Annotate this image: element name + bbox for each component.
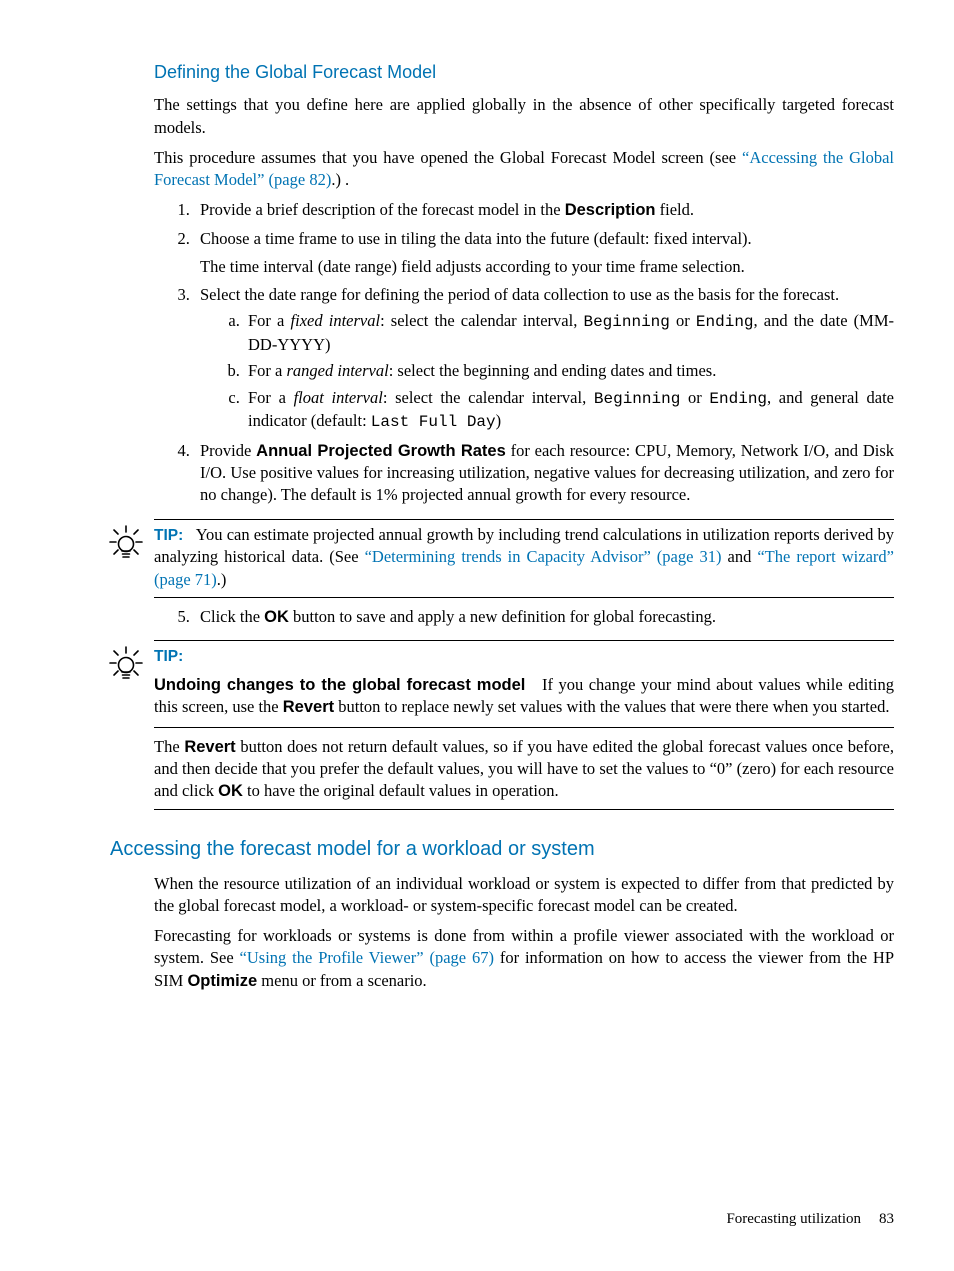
procedure-list: Provide a brief description of the forec…	[154, 199, 894, 506]
ui-button-revert: Revert	[184, 738, 235, 756]
step-3: Select the date range for defining the p…	[194, 284, 894, 434]
code-last-full-day: Last Full Day	[371, 413, 496, 431]
ui-menu-optimize: Optimize	[187, 972, 257, 990]
text: Click the	[200, 607, 264, 626]
step-3a: For a fixed interval: select the calenda…	[244, 310, 894, 356]
ui-button-revert: Revert	[283, 698, 334, 716]
ui-field-description: Description	[565, 201, 656, 219]
code-ending: Ending	[696, 313, 754, 331]
text: to have the original default values in o…	[243, 781, 559, 800]
heading-accessing-forecast-model: Accessing the forecast model for a workl…	[110, 836, 894, 863]
term-float-interval: float interval	[294, 388, 383, 407]
text: button to replace newly set values with …	[334, 697, 889, 716]
page-number: 83	[879, 1211, 894, 1227]
code-beginning: Beginning	[583, 313, 669, 331]
text: or	[680, 388, 709, 407]
tip-label: TIP:	[154, 527, 183, 544]
tip-block-2: TIP: Undoing changes to the global forec…	[154, 640, 894, 809]
text: .)	[217, 570, 227, 589]
step-2-note: The time interval (date range) field adj…	[200, 256, 894, 278]
body-paragraph: When the resource utilization of an indi…	[154, 873, 894, 918]
text: Provide	[200, 441, 256, 460]
tip-block-1: TIP: You can estimate projected annual g…	[154, 519, 894, 598]
ui-button-ok: OK	[218, 782, 243, 800]
text: Provide a brief description of the forec…	[200, 200, 565, 219]
text: or	[670, 311, 696, 330]
text: For a	[248, 361, 287, 380]
lightbulb-icon	[106, 522, 146, 562]
lightbulb-icon	[106, 643, 146, 683]
step-3c: For a float interval: select the calenda…	[244, 387, 894, 434]
text: The	[154, 737, 184, 756]
text: )	[496, 411, 502, 430]
code-ending: Ending	[709, 390, 767, 408]
text: : select the beginning and ending dates …	[389, 361, 717, 380]
text: and	[721, 547, 757, 566]
term-fixed-interval: fixed interval	[291, 311, 381, 330]
text: field.	[656, 200, 695, 219]
text: For a	[248, 388, 294, 407]
step-3b: For a ranged interval: select the beginn…	[244, 360, 894, 382]
ui-button-ok: OK	[264, 608, 289, 626]
intro-paragraph: The settings that you define here are ap…	[154, 94, 894, 139]
link-determining-trends[interactable]: “Determining trends in Capacity Advisor”…	[365, 547, 722, 566]
tip-subheading: Undoing changes to the global forecast m…	[154, 676, 525, 694]
text: menu or from a scenario.	[257, 971, 427, 990]
tip-divider	[154, 727, 894, 728]
link-profile-viewer[interactable]: “Using the Profile Viewer” (page 67)	[240, 948, 494, 967]
text: Choose a time frame to use in tiling the…	[200, 229, 752, 248]
text: button to save and apply a new definitio…	[289, 607, 716, 626]
step-5: Click the OK button to save and apply a …	[194, 606, 894, 628]
body-paragraph: Forecasting for workloads or systems is …	[154, 925, 894, 992]
text: This procedure assumes that you have ope…	[154, 148, 742, 167]
footer-section-title: Forecasting utilization	[726, 1211, 861, 1227]
step-2: Choose a time frame to use in tiling the…	[194, 228, 894, 279]
step-3-sublist: For a fixed interval: select the calenda…	[200, 310, 894, 433]
tip-label: TIP:	[154, 648, 183, 665]
text: : select the calendar interval,	[380, 311, 583, 330]
text: : select the calendar interval,	[383, 388, 594, 407]
prereq-paragraph: This procedure assumes that you have ope…	[154, 147, 894, 192]
term-ranged-interval: ranged interval	[287, 361, 389, 380]
page-footer: Forecasting utilization 83	[726, 1209, 894, 1229]
step-1: Provide a brief description of the forec…	[194, 199, 894, 221]
procedure-list-cont: Click the OK button to save and apply a …	[154, 606, 894, 628]
text: Select the date range for defining the p…	[200, 285, 839, 304]
text: For a	[248, 311, 291, 330]
step-4: Provide Annual Projected Growth Rates fo…	[194, 440, 894, 507]
code-beginning: Beginning	[594, 390, 680, 408]
document-page: Defining the Global Forecast Model The s…	[0, 0, 954, 1271]
ui-label-growth-rates: Annual Projected Growth Rates	[256, 442, 506, 460]
heading-defining-global-forecast: Defining the Global Forecast Model	[154, 60, 894, 84]
text: .) .	[331, 170, 349, 189]
